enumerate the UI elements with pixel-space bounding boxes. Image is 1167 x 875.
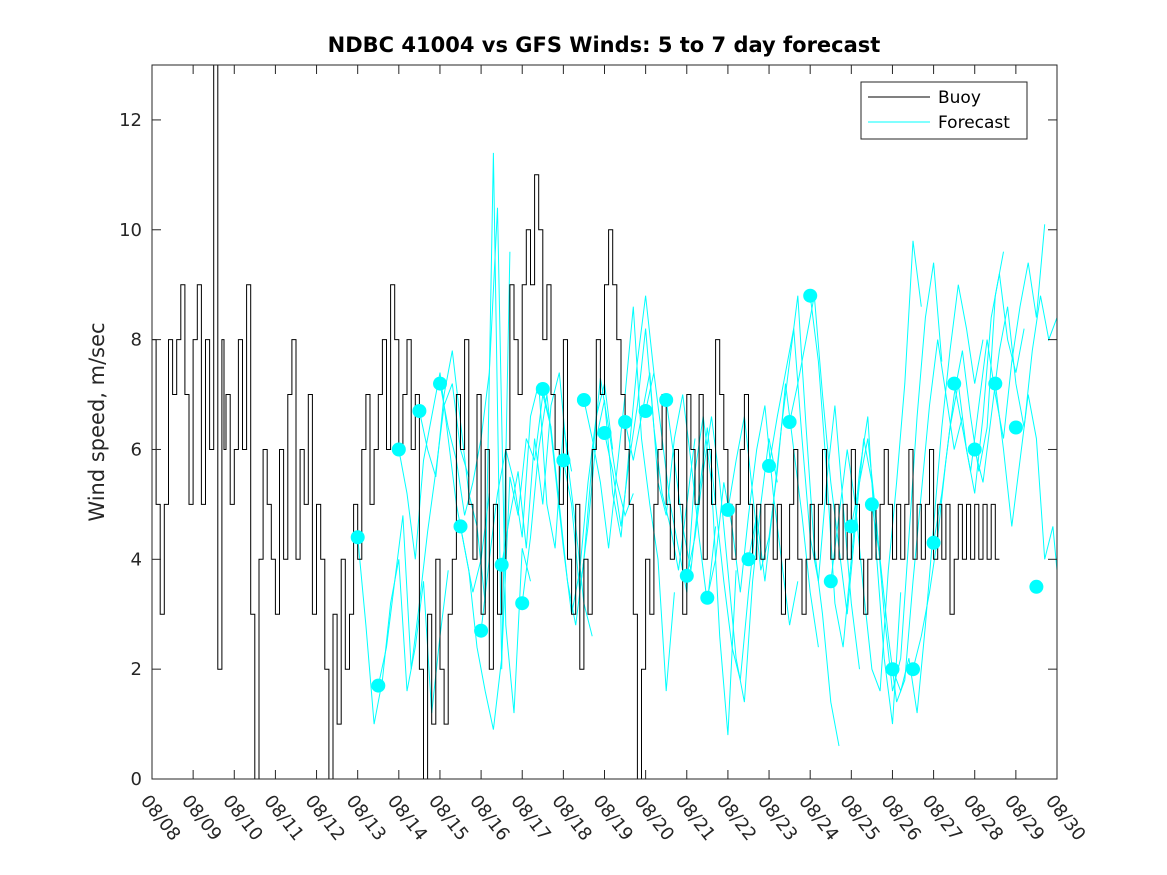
forecast-run-line-7 [501, 372, 593, 637]
forecast-run-line-27 [912, 251, 1004, 670]
forecast-point [391, 442, 406, 457]
forecast-run-line-1 [377, 383, 470, 686]
forecast-run-line-3 [418, 152, 511, 670]
forecast-point [597, 426, 612, 440]
y-tick-label: 6 [131, 439, 142, 460]
forecast-point [700, 590, 715, 605]
chart-title: NDBC 41004 vs GFS Winds: 5 to 7 day fore… [328, 33, 881, 57]
y-tick-label: 2 [131, 659, 142, 680]
forecast-run-line-30 [974, 295, 1058, 483]
forecast-point [515, 596, 530, 611]
forecast-point [782, 415, 797, 429]
forecast-run-line-13 [624, 372, 717, 604]
series-layer [152, 64, 1058, 780]
forecast-point [350, 530, 365, 545]
forecast-point [947, 376, 962, 391]
forecast-point [906, 662, 920, 677]
forecast-point [741, 552, 756, 567]
forecast-point [618, 415, 633, 429]
forecast-point [762, 458, 776, 473]
forecast-run-line-26 [892, 284, 984, 714]
forecast-run-line-10 [562, 295, 655, 593]
forecast-run-line-17 [706, 405, 799, 626]
y-axis-label: Wind speed, m/sec [85, 322, 109, 521]
forecast-point [803, 288, 818, 303]
legend-buoy-label: Buoy [938, 88, 981, 108]
forecast-run-line-0 [357, 537, 449, 725]
forecast-point [535, 382, 550, 396]
forecast-run-line-16 [686, 416, 778, 703]
buoy-line [152, 64, 1000, 780]
y-tick-label: 8 [131, 330, 142, 351]
forecast-point [659, 393, 674, 407]
legend-forecast-label: Forecast [938, 113, 1010, 133]
forecast-point [638, 404, 653, 418]
forecast-point [1029, 579, 1044, 594]
forecast-point [844, 519, 859, 534]
forecast-run-line-14 [645, 372, 737, 736]
forecast-point [885, 662, 900, 677]
forecast-point [679, 568, 694, 583]
forecast-point [494, 557, 509, 572]
forecast-run-line-4 [439, 207, 531, 714]
forecast-run-line-11 [583, 306, 675, 692]
forecast-point [412, 404, 427, 418]
legend-box [860, 81, 1028, 140]
forecast-point [371, 678, 386, 693]
forecast-point [988, 376, 1003, 391]
forecast-point [1008, 420, 1023, 435]
forecast-point [576, 393, 591, 407]
forecast-run-line-31 [994, 383, 1058, 571]
forecast-point [823, 574, 838, 589]
forecast-run-line-9 [542, 378, 634, 626]
forecast-point [556, 453, 571, 468]
forecast-point [433, 376, 447, 391]
y-tick-label: 10 [119, 220, 142, 241]
forecast-point [453, 519, 468, 534]
forecast-run-line-23 [830, 240, 922, 692]
forecast-point [926, 535, 941, 550]
legend: Buoy Forecast [860, 81, 1028, 140]
forecast-point [864, 497, 879, 512]
y-tick-label: 12 [119, 110, 142, 131]
y-tick-label: 4 [131, 549, 142, 570]
forecast-point [967, 442, 982, 457]
forecast-point [474, 623, 489, 638]
y-tick-label: 0 [131, 769, 142, 790]
forecast-point [720, 502, 735, 517]
